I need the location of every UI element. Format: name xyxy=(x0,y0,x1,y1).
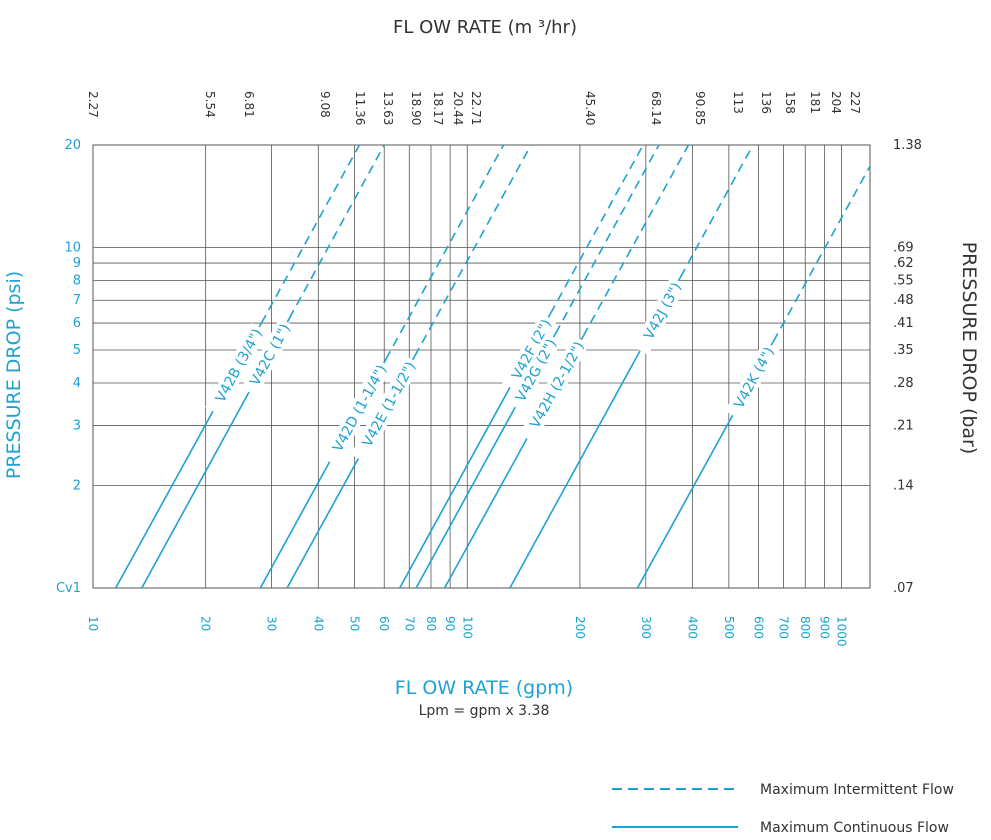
bottom-tick-label: 700 xyxy=(777,616,791,639)
bottom-tick-label: 300 xyxy=(639,616,653,639)
top-tick-label: 2.27 xyxy=(86,91,100,118)
series-intermittent-line xyxy=(385,145,505,360)
series-label-background xyxy=(724,341,780,420)
series-intermittent-line xyxy=(679,145,754,278)
right-tick-label: .69 xyxy=(893,241,914,256)
series-label-group: V42K (4") xyxy=(724,341,780,420)
left-axis-title: PRESSURE DROP (psi) xyxy=(3,271,25,479)
left-tick-label: 2 xyxy=(73,478,81,493)
bottom-tick-label: 90 xyxy=(443,616,457,631)
top-tick-label: 22.71 xyxy=(469,91,483,125)
left-tick-label: 20 xyxy=(64,138,81,153)
grid xyxy=(92,144,871,589)
series-intermittent-line xyxy=(554,145,660,334)
top-tick-label: 227 xyxy=(848,91,862,114)
top-tick-label: 6.81 xyxy=(242,91,256,118)
top-axis-title: FL OW RATE (m ³/hr) xyxy=(393,17,577,38)
bottom-tick-label: 800 xyxy=(798,616,812,639)
top-tick-label: 113 xyxy=(731,91,745,114)
top-tick-label: 90.85 xyxy=(693,91,707,125)
legend-continuous-label: Maximum Continuous Flow xyxy=(760,820,949,836)
top-tick-label: 158 xyxy=(783,91,797,114)
top-tick-label: 5.54 xyxy=(203,91,217,118)
series-label-background xyxy=(241,317,296,397)
top-tick-label: 9.08 xyxy=(318,91,332,118)
top-tick-label: 181 xyxy=(808,91,822,114)
series-intermittent-line xyxy=(772,164,870,342)
top-tick-label: 13.63 xyxy=(381,91,395,125)
series-label-group: V42J (3") xyxy=(632,276,687,356)
left-tick-label: 4 xyxy=(73,376,81,391)
plot-frame xyxy=(92,144,871,589)
top-tick-label: 45.40 xyxy=(583,91,597,125)
bottom-tick-label: 900 xyxy=(817,616,831,639)
series-intermittent-line xyxy=(260,145,361,324)
top-tick-label: 204 xyxy=(829,91,843,114)
bottom-tick-label: 1000 xyxy=(835,616,849,647)
axis-ticks: 10 20 30 40 50 60 70 80 90 100 200 300 400 500 600 700 8… xyxy=(56,91,922,647)
series-intermittent-line xyxy=(414,145,532,357)
bottom-tick-label: 600 xyxy=(751,616,765,639)
right-tick-label: .41 xyxy=(893,316,914,331)
series-label: V42K (4") xyxy=(731,345,777,412)
legend-intermittent-label: Maximum Intermittent Flow xyxy=(760,782,954,798)
right-tick-label: .14 xyxy=(893,478,914,493)
bottom-tick-label: 500 xyxy=(722,616,736,639)
bottom-tick-label: 20 xyxy=(199,616,213,631)
right-tick-label: .62 xyxy=(893,256,914,271)
right-tick-label: .28 xyxy=(893,376,914,391)
series-intermittent-line xyxy=(549,145,644,314)
top-tick-label: 20.44 xyxy=(451,91,465,125)
series-intermittent-line xyxy=(288,145,385,319)
top-tick-label: 11.36 xyxy=(353,91,367,125)
right-tick-label: .07 xyxy=(893,581,914,596)
left-tick-label: 6 xyxy=(73,316,81,331)
series-label-background xyxy=(321,358,392,467)
left-tick-label: 9 xyxy=(73,256,81,271)
bottom-tick-label: 200 xyxy=(573,616,587,639)
bottom-axis-title: FL OW RATE (gpm) xyxy=(395,677,573,699)
right-tick-label: .35 xyxy=(893,343,914,358)
series-label-background xyxy=(350,355,421,464)
bottom-tick-label: 50 xyxy=(348,616,362,631)
bottom-tick-label: 100 xyxy=(460,616,474,639)
series-label-background xyxy=(632,276,687,356)
series-label-background xyxy=(502,313,557,392)
left-tick-label: 7 xyxy=(73,293,81,308)
bottom-tick-label: 60 xyxy=(377,616,391,631)
top-tick-label: 18.17 xyxy=(431,91,445,125)
right-tick-label: 1.38 xyxy=(893,138,922,153)
left-tick-label: 3 xyxy=(73,419,81,434)
left-tick-label: 10 xyxy=(64,241,81,256)
right-axis-title: PRESSURE DROP (bar) xyxy=(958,242,980,455)
series-label-background xyxy=(507,332,562,412)
right-tick-label: .21 xyxy=(893,419,914,434)
bottom-tick-label: 30 xyxy=(265,616,279,631)
top-tick-label: 68.14 xyxy=(649,91,663,125)
left-tick-label: 5 xyxy=(73,343,81,358)
series-intermittent-line xyxy=(582,145,690,337)
legend: Maximum Intermittent Flow Maximum Contin… xyxy=(612,782,954,836)
series-label: V42J (3") xyxy=(641,280,685,342)
top-tick-label: 136 xyxy=(759,91,773,114)
left-tick-label: 8 xyxy=(73,273,81,288)
bottom-tick-label: 40 xyxy=(311,616,325,631)
series-label-background xyxy=(519,335,590,443)
series-labels: V42B (3/4")V42C (1")V42D (1-1/4")V42E (1… xyxy=(205,276,780,467)
bottom-axis-subtitle: Lpm = gpm x 3.38 xyxy=(419,703,550,719)
bottom-tick-label: 70 xyxy=(402,616,416,631)
right-tick-label: .55 xyxy=(893,273,914,288)
top-tick-label: 18.90 xyxy=(409,91,423,125)
left-tick-label: Cv1 xyxy=(56,581,81,596)
bottom-tick-label: 80 xyxy=(424,616,438,631)
right-tick-label: .48 xyxy=(893,293,914,308)
bottom-tick-label: 10 xyxy=(86,616,100,631)
bottom-tick-label: 400 xyxy=(686,616,700,639)
series-label-background xyxy=(205,322,268,416)
